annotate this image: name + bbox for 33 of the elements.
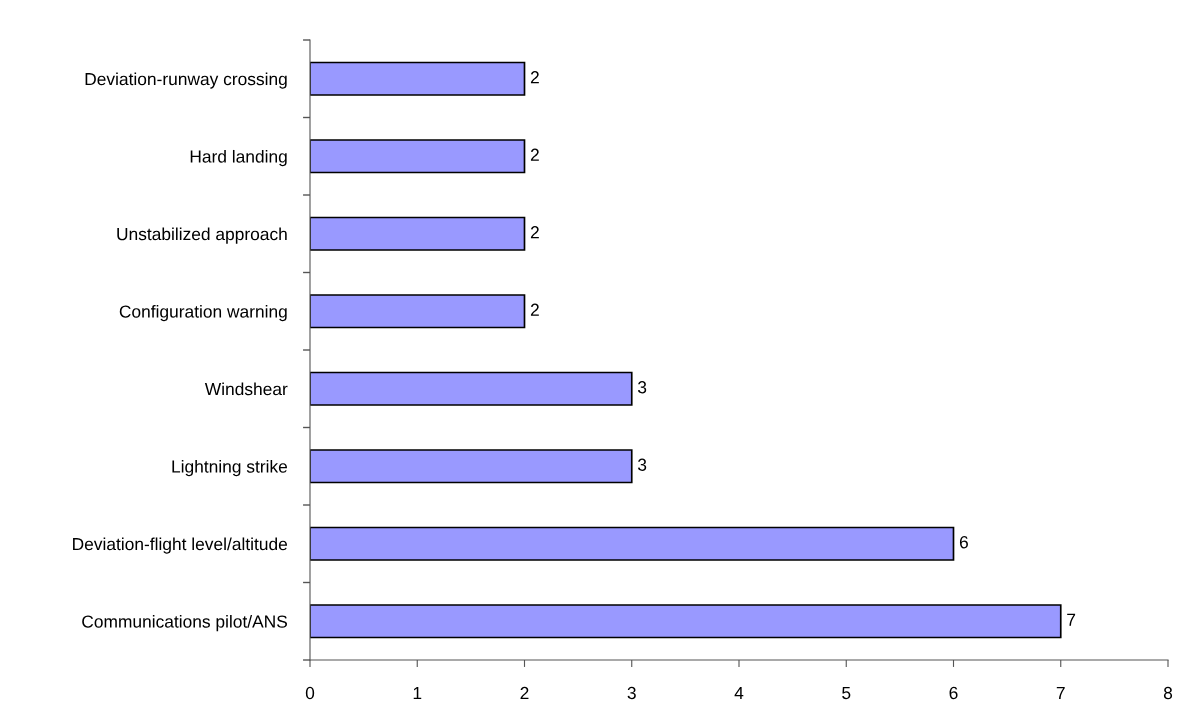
y-tick-label: Communications pilot/ANS xyxy=(82,614,287,632)
y-tick-label: Configuration warning xyxy=(119,304,287,322)
bar xyxy=(310,449,633,484)
x-tick-label: 0 xyxy=(305,686,315,700)
data-label: 3 xyxy=(637,458,647,471)
y-tick-label: Deviation-flight level/altitude xyxy=(73,537,288,554)
y-tick-label: Hard landing xyxy=(190,149,287,167)
bar xyxy=(310,604,1062,639)
x-tick-label: 3 xyxy=(627,686,636,700)
x-tick-label: 1 xyxy=(413,687,422,699)
y-tick-label: Unstabilized approach xyxy=(117,227,287,244)
bar xyxy=(310,139,526,174)
y-tick-label: Deviation-runway crossing xyxy=(85,72,287,89)
y-tick-label: Lightning strike xyxy=(172,459,288,477)
x-tick-label: 7 xyxy=(1056,687,1065,699)
data-label: 2 xyxy=(530,148,539,161)
y-tick-label: Windshear xyxy=(204,382,288,396)
data-label: 6 xyxy=(959,536,968,549)
data-label: 3 xyxy=(637,381,647,394)
x-tick-label: 2 xyxy=(520,686,529,699)
bar xyxy=(310,216,526,251)
x-tick-label: 6 xyxy=(949,686,958,700)
bar xyxy=(310,371,633,406)
data-label: 2 xyxy=(530,71,539,84)
data-label: 2 xyxy=(530,226,539,239)
x-tick-label: 4 xyxy=(734,687,744,699)
x-tick-label: 8 xyxy=(1163,686,1173,700)
bar xyxy=(310,526,955,561)
bar xyxy=(310,61,526,96)
data-label: 7 xyxy=(1067,613,1076,626)
x-tick-label: 5 xyxy=(842,687,851,700)
bar xyxy=(310,294,526,329)
data-label: 2 xyxy=(530,303,539,316)
